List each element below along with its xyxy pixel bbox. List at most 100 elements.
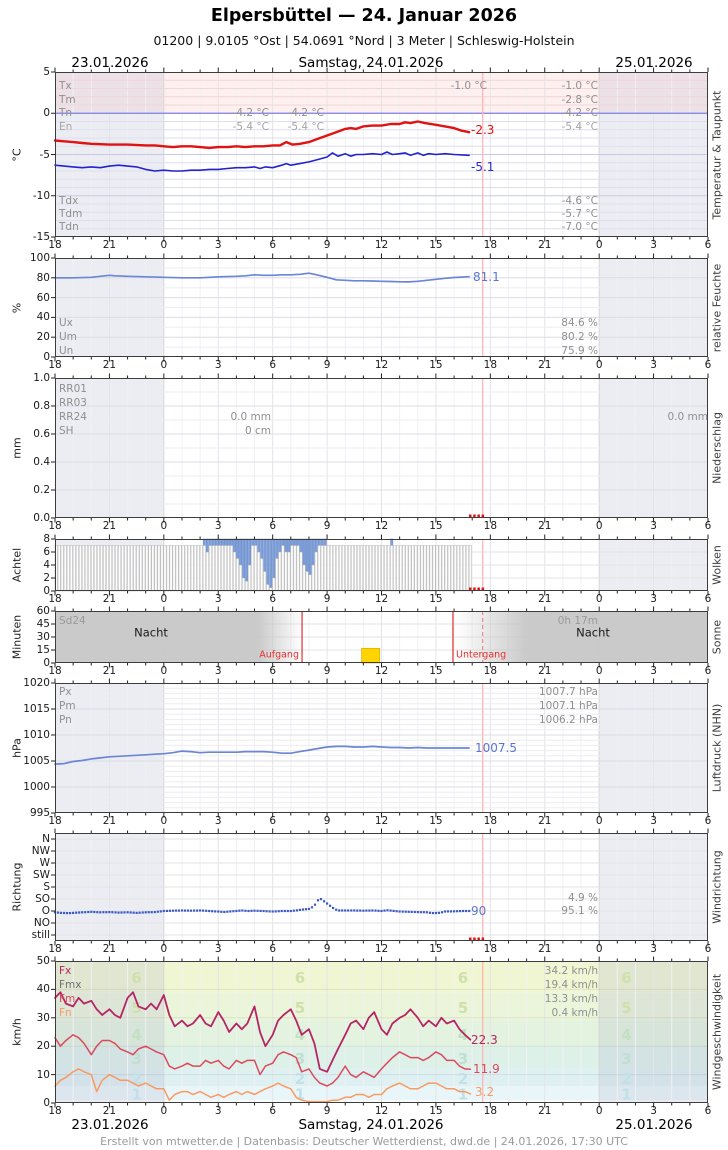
pressure-annotation: 1007.1 hPa xyxy=(538,699,598,712)
panel-temperature: Tx Tm Tn En Tdx Tdm Tdn -4.2 °C -5.4 °C -4.2 °C -5… xyxy=(51,67,709,242)
temperature-annotation: -4.2 °C xyxy=(287,106,324,119)
time-axis-label: 3 xyxy=(214,239,222,251)
wind-direction-chart xyxy=(51,828,709,946)
pressure-unit-label: hPa xyxy=(10,738,24,758)
time-axis-label: 21 xyxy=(538,815,552,827)
temperature-annotation: Tdx xyxy=(59,194,79,207)
time-axis-label: 3 xyxy=(650,239,657,251)
temperature-annotation: Tx xyxy=(59,79,72,92)
temperature-ytick-label: 0 xyxy=(43,107,50,120)
temperature-ytick-label: -10 xyxy=(32,189,50,202)
wind-direction-ytick-label: NO xyxy=(33,917,50,929)
precipitation-ytick-label: 0.6 xyxy=(33,428,50,440)
precipitation-unit-label: mm xyxy=(10,437,24,459)
pressure-annotation: Px xyxy=(59,685,72,698)
svg-text:4: 4 xyxy=(458,1026,468,1044)
svg-text:5: 5 xyxy=(458,999,468,1017)
time-axis-label: 21 xyxy=(102,520,117,532)
date-left-bottom: 23.01.2026 xyxy=(71,1117,149,1133)
precipitation-ytick-label: 0.8 xyxy=(33,400,50,412)
wind-speed-annotation: Fmx xyxy=(59,978,82,991)
temperature-annotation: -4.2 °C xyxy=(561,106,598,119)
clouds-ytick-label: 6 xyxy=(43,546,50,558)
humidity-annotation: 81.1 xyxy=(473,270,500,284)
time-axis-label: 15 xyxy=(429,665,443,677)
svg-text:1: 1 xyxy=(621,1085,631,1103)
panel-pressure: Px Pm Pn 1007.7 hPa 1007.1 hPa 1006.2 hPa 1007… xyxy=(51,678,709,818)
panel-wind-direction: 4.9 % 95.1 % 90 xyxy=(51,828,709,946)
panel-precipitation: RR01 RR03 RR24 SH 0.0 mm 0 cm 0.0 mm xyxy=(51,373,709,523)
time-axis-label: 21 xyxy=(102,943,117,955)
precipitation-annotation: 0 cm xyxy=(244,424,271,437)
date-left-top: 23.01.2026 xyxy=(71,55,149,71)
pressure-chart xyxy=(51,678,709,818)
clouds-ytick-label: 8 xyxy=(43,533,50,545)
svg-text:4: 4 xyxy=(131,1026,141,1044)
precipitation-annotation: SH xyxy=(59,424,74,437)
time-axis-label: 6 xyxy=(704,239,712,251)
pressure-ytick-label: 1020 xyxy=(23,677,50,689)
precipitation-chart xyxy=(51,373,709,523)
time-axis-label: 3 xyxy=(650,593,657,605)
svg-text:1: 1 xyxy=(458,1085,468,1103)
time-axis-label: 0 xyxy=(595,943,603,955)
temperature-annotation: -5.4 °C xyxy=(561,120,598,133)
time-axis-label: 6 xyxy=(269,665,276,677)
time-axis-label: 18 xyxy=(48,593,62,605)
sun-annotation: Untergang xyxy=(456,649,507,661)
humidity-annotation: Ux xyxy=(59,316,73,329)
temperature-annotation: -5.7 °C xyxy=(561,207,598,220)
time-axis-label: 12 xyxy=(374,239,389,251)
wind-speed-annotation: Fm xyxy=(59,992,76,1005)
time-axis-label: 0 xyxy=(595,359,603,371)
wind-direction-ytick-label: N xyxy=(42,833,50,845)
time-axis-label: 0 xyxy=(160,815,168,827)
svg-text:2: 2 xyxy=(131,1070,141,1088)
time-axis-label: 18 xyxy=(48,1105,62,1117)
pressure-ytick-label: 1010 xyxy=(23,729,50,741)
time-axis-label: 0 xyxy=(160,665,168,677)
temperature-annotation: -4.2 °C xyxy=(232,106,269,119)
pressure-annotation: Pm xyxy=(59,699,76,712)
wind-direction-right-label: Windrichtung xyxy=(710,850,724,924)
precipitation-ytick-label: 0.4 xyxy=(33,456,50,468)
time-axis-label: 3 xyxy=(650,359,657,371)
sun-ytick-label: 45 xyxy=(36,618,50,630)
time-axis-label: 21 xyxy=(102,1105,117,1117)
pressure-annotation: 1006.2 hPa xyxy=(538,713,598,726)
wind-direction-annotation: 90 xyxy=(471,904,487,918)
time-axis-label: 18 xyxy=(483,943,498,955)
panel-clouds xyxy=(51,534,709,596)
time-axis-label: 18 xyxy=(483,815,498,827)
wind-speed-ytick-label: 0 xyxy=(43,1097,50,1109)
wind-speed-annotation: 22.3 xyxy=(471,1033,498,1047)
time-axis-label: 3 xyxy=(214,815,222,827)
time-axis-label: 0 xyxy=(160,1105,168,1117)
wind-speed-annotation: Fx xyxy=(59,964,72,977)
wind-speed-annotation: 13.3 km/h xyxy=(544,992,598,1005)
wind-direction-annotation: 95.1 % xyxy=(561,904,598,917)
humidity-ytick-label: 0 xyxy=(43,351,50,363)
humidity-chart xyxy=(51,253,709,362)
time-axis-label: 6 xyxy=(269,593,276,605)
wind-direction-ytick-label: S xyxy=(43,881,50,893)
time-axis-label: 18 xyxy=(48,815,62,827)
temperature-annotation: -7.0 °C xyxy=(561,220,598,233)
time-axis-label: 21 xyxy=(102,239,117,251)
time-axis-label: 18 xyxy=(48,665,62,677)
wind-speed-ytick-label: 50 xyxy=(36,955,50,967)
time-axis-label: 3 xyxy=(214,593,222,605)
svg-text:3: 3 xyxy=(295,1050,305,1068)
temperature-annotation: -2.8 °C xyxy=(561,93,598,106)
temperature-annotation: -5.1 xyxy=(471,160,495,174)
sun-annotation: Aufgang xyxy=(259,649,299,661)
panel-humidity: Ux Um Un 84.6 % 80.2 % 75.9 % 81.1 xyxy=(51,253,709,362)
time-axis-label: 15 xyxy=(429,520,443,532)
page-title: Elpersbüttel — 24. Januar 2026 xyxy=(210,6,518,26)
svg-text:6: 6 xyxy=(458,969,468,987)
station-meta: 01200 | 9.0105 °Ost | 54.0691 °Nord | 3 … xyxy=(153,33,575,48)
time-axis-label: 21 xyxy=(102,665,117,677)
wind-speed-annotation: Fn xyxy=(59,1006,72,1019)
time-axis-label: 18 xyxy=(48,359,62,371)
